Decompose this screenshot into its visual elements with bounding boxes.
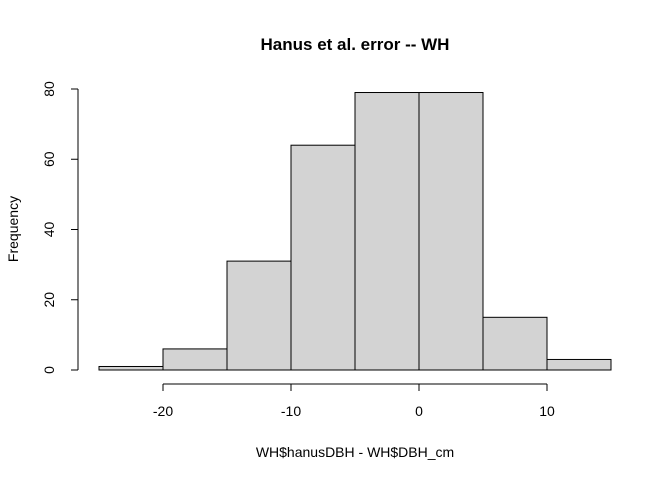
x-tick-label: 10: [539, 403, 555, 419]
histogram-bar: [354, 92, 420, 371]
histogram-bar: [226, 260, 292, 371]
histogram-bar: [290, 144, 356, 371]
y-tick-label: 40: [41, 222, 57, 238]
y-tick-label: 20: [41, 292, 57, 308]
y-axis: 0 20 40 60 80: [41, 81, 79, 374]
histogram-bars: [98, 92, 612, 371]
x-axis-label: WH$hanusDBH - WH$DBH_cm: [256, 444, 454, 460]
histogram-bar: [546, 358, 612, 371]
x-tick-label: 0: [415, 403, 423, 419]
y-tick-label: 60: [41, 151, 57, 167]
y-tick-label: 0: [41, 366, 57, 374]
y-axis-label: Frequency: [5, 196, 21, 262]
chart-title: Hanus et al. error -- WH: [261, 35, 450, 54]
histogram-bar: [418, 92, 484, 371]
x-tick-label: -20: [153, 403, 173, 419]
x-tick-label: -10: [281, 403, 301, 419]
x-axis: -20 -10 0 10: [153, 383, 555, 419]
histogram-bar: [482, 316, 548, 371]
histogram-bar: [162, 348, 228, 371]
histogram-bar: [98, 365, 164, 371]
y-tick-label: 80: [41, 81, 57, 97]
